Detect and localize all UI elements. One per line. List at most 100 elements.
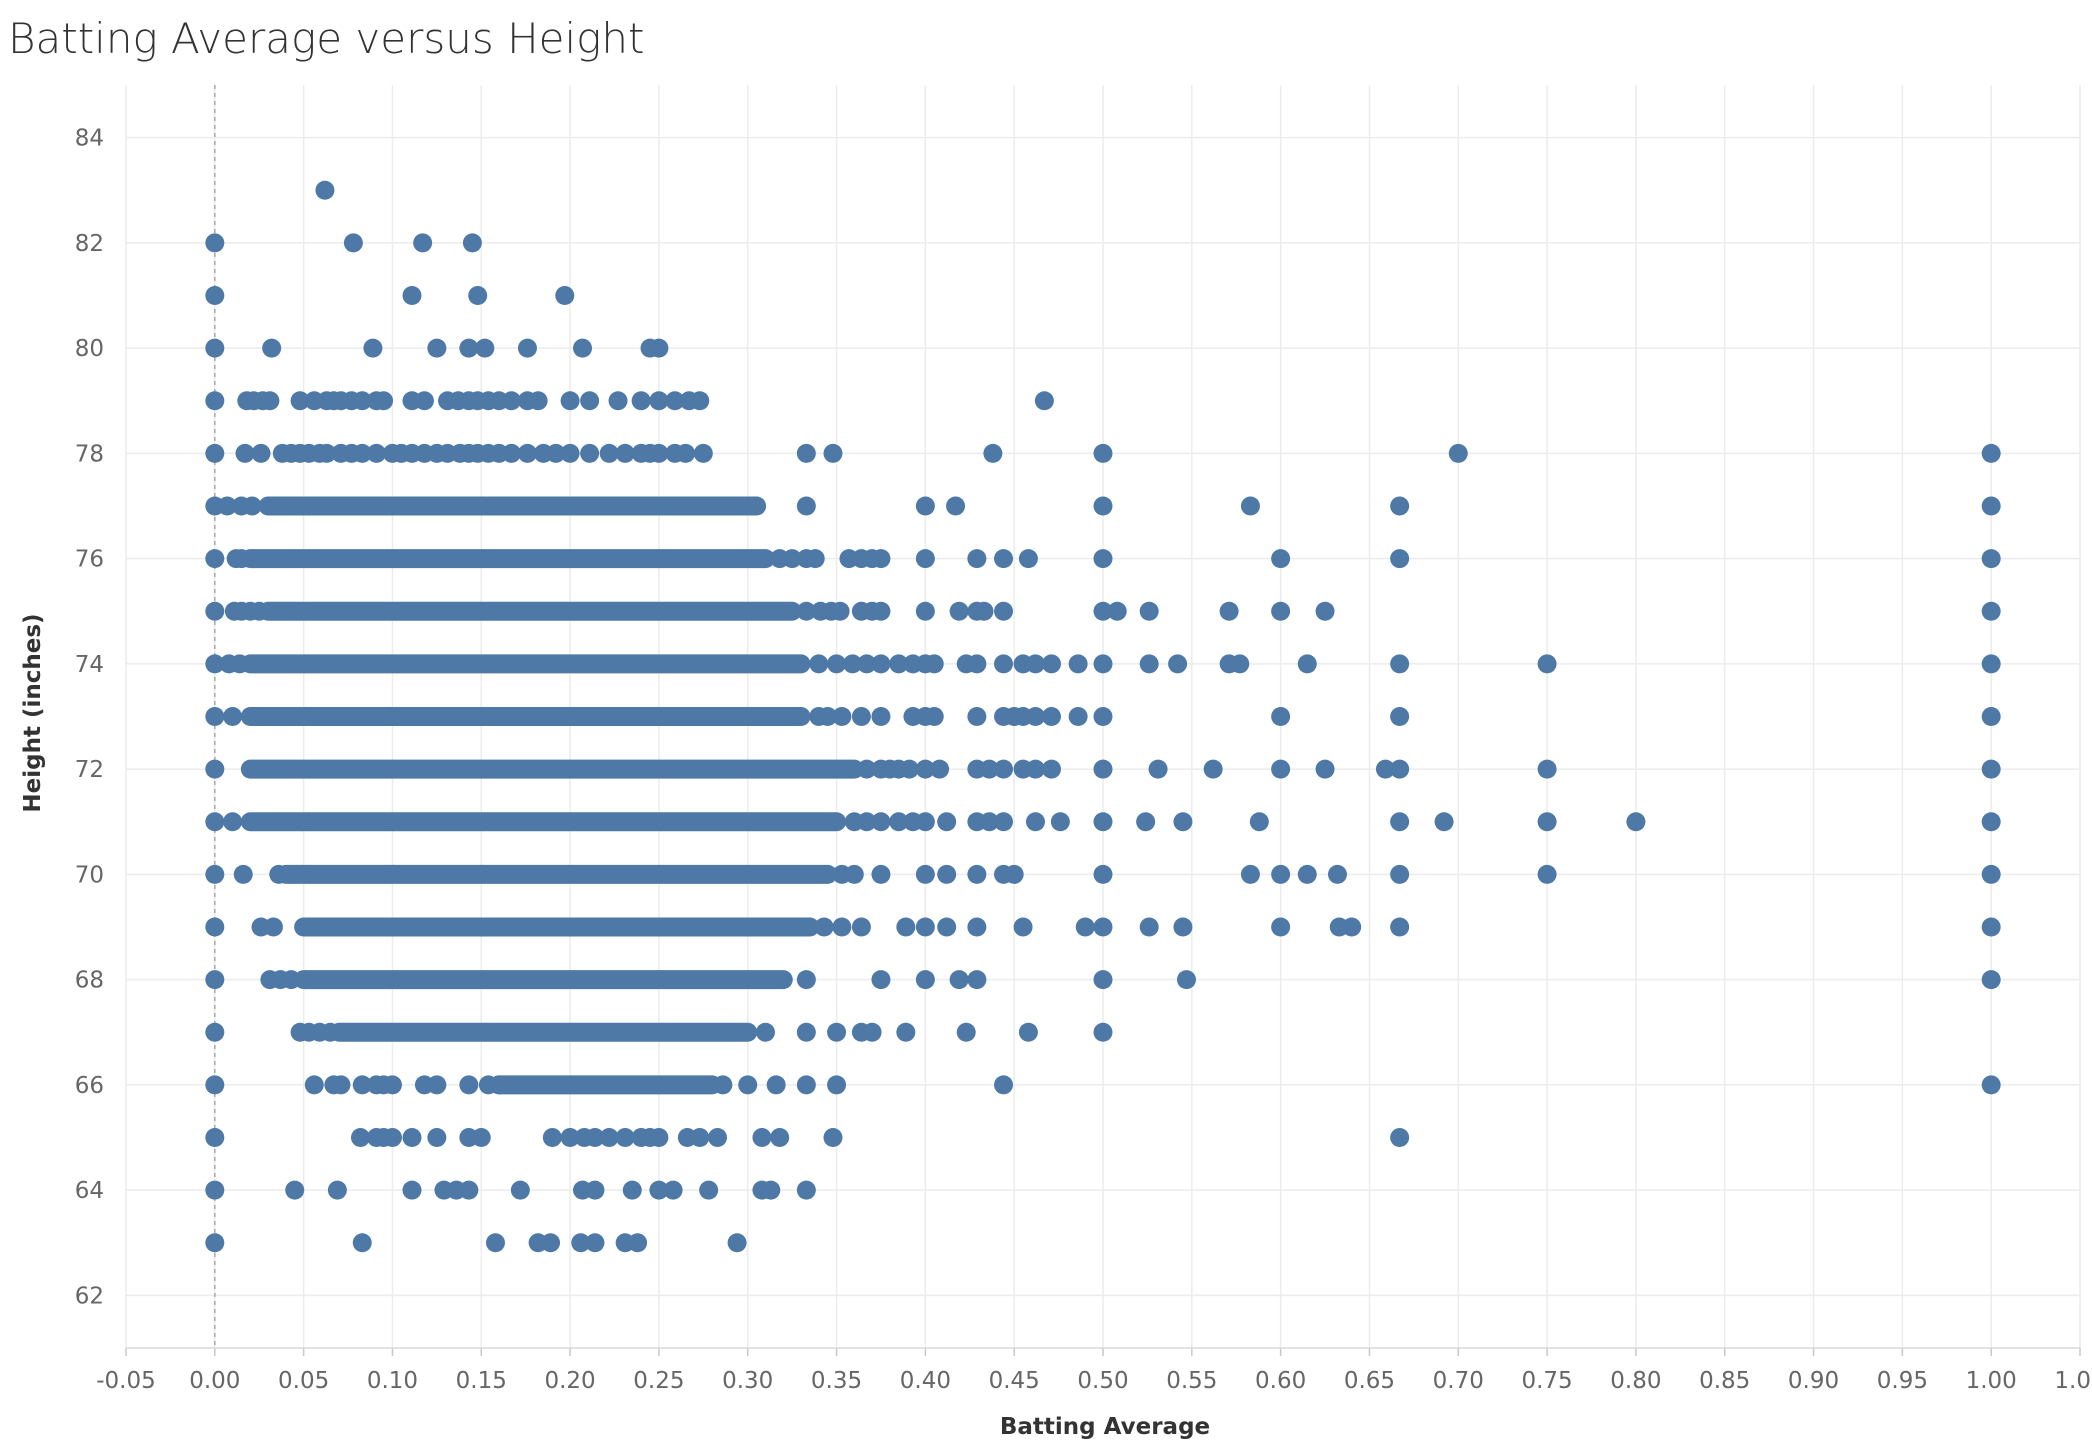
x-tick-label: 0.10 — [367, 1368, 418, 1394]
data-point — [896, 917, 916, 937]
data-point — [946, 496, 966, 516]
data-point — [832, 707, 852, 726]
data-point — [1025, 812, 1045, 832]
dense-point-cluster — [240, 812, 847, 832]
data-point — [1139, 917, 1159, 937]
data-point — [1981, 707, 2001, 726]
data-point — [937, 917, 957, 937]
dense-point-cluster — [258, 496, 767, 516]
data-point — [427, 1128, 447, 1147]
data-point — [871, 970, 891, 990]
data-point — [1271, 759, 1291, 779]
data-point — [631, 391, 651, 411]
data-point — [489, 1075, 509, 1095]
data-point — [994, 549, 1014, 569]
data-point — [663, 1180, 683, 1200]
data-point — [649, 1128, 669, 1147]
x-tick-label: 0.00 — [189, 1368, 240, 1394]
data-point — [1093, 549, 1113, 569]
data-point — [1375, 759, 1395, 779]
data-point — [871, 549, 891, 569]
data-point — [1093, 601, 1113, 621]
data-point — [205, 812, 225, 832]
data-point — [615, 443, 635, 463]
y-tick-label: 64 — [75, 1178, 104, 1204]
data-point — [1981, 654, 2001, 674]
data-point — [343, 233, 363, 253]
data-point — [560, 443, 580, 463]
data-point — [690, 1128, 710, 1147]
data-point — [205, 759, 225, 779]
data-point — [690, 391, 710, 411]
y-tick-label: 80 — [75, 336, 104, 362]
data-point — [915, 601, 935, 621]
data-point — [290, 391, 310, 411]
data-point — [1448, 443, 1468, 463]
chart-title: Batting Average versus Height — [8, 14, 645, 63]
data-point — [782, 549, 802, 569]
x-tick-label: -0.05 — [96, 1368, 156, 1394]
data-point — [560, 391, 580, 411]
data-point — [1219, 601, 1239, 621]
data-point — [1068, 654, 1088, 674]
data-point — [281, 970, 301, 990]
data-point — [1981, 864, 2001, 884]
data-point — [1025, 654, 1045, 674]
data-point — [510, 1180, 530, 1200]
data-point — [382, 1075, 402, 1095]
data-point — [738, 1075, 758, 1095]
data-point — [1004, 864, 1024, 884]
data-point — [1173, 917, 1193, 937]
data-point — [915, 812, 935, 832]
data-point — [585, 1233, 605, 1253]
data-point — [967, 970, 987, 990]
data-point — [1327, 864, 1347, 884]
y-tick-label: 72 — [75, 757, 104, 783]
data-point — [1981, 443, 2001, 463]
y-tick-label: 78 — [75, 441, 104, 467]
data-point — [924, 654, 944, 674]
data-point — [924, 707, 944, 726]
data-point — [796, 1180, 816, 1200]
data-point — [1390, 707, 1410, 726]
data-point — [814, 917, 834, 937]
data-point — [366, 443, 386, 463]
data-point — [1390, 496, 1410, 516]
data-point — [649, 391, 669, 411]
data-point — [766, 1075, 786, 1095]
y-tick-labels: 62 64 66 68 70 72 74 76 78 80 82 84 — [75, 126, 104, 1310]
data-point — [352, 1233, 372, 1253]
data-point — [1315, 759, 1335, 779]
data-point — [1981, 496, 2001, 516]
data-point — [676, 443, 696, 463]
data-point — [871, 654, 891, 674]
data-point — [414, 391, 434, 411]
data-point — [949, 601, 969, 621]
data-point — [1981, 549, 2001, 569]
data-point — [231, 549, 251, 569]
data-point — [857, 759, 877, 779]
data-point — [1139, 601, 1159, 621]
data-point — [317, 443, 337, 463]
data-point — [1390, 864, 1410, 884]
data-point — [459, 1180, 479, 1200]
data-point — [205, 864, 225, 884]
data-point — [205, 917, 225, 937]
data-point — [327, 1180, 347, 1200]
data-point — [967, 707, 987, 726]
x-tick-label: 0.30 — [722, 1368, 773, 1394]
data-point — [1981, 917, 2001, 937]
data-point — [1093, 654, 1113, 674]
data-point — [994, 654, 1014, 674]
data-point — [1537, 812, 1557, 832]
data-point — [827, 654, 847, 674]
data-point — [585, 1128, 605, 1147]
y-tick-label: 68 — [75, 968, 104, 994]
data-point — [967, 917, 987, 937]
data-point — [1139, 654, 1159, 674]
data-point — [770, 1128, 790, 1147]
data-point — [979, 759, 999, 779]
data-point — [967, 864, 987, 884]
data-point — [1981, 759, 2001, 779]
data-point — [315, 180, 335, 200]
